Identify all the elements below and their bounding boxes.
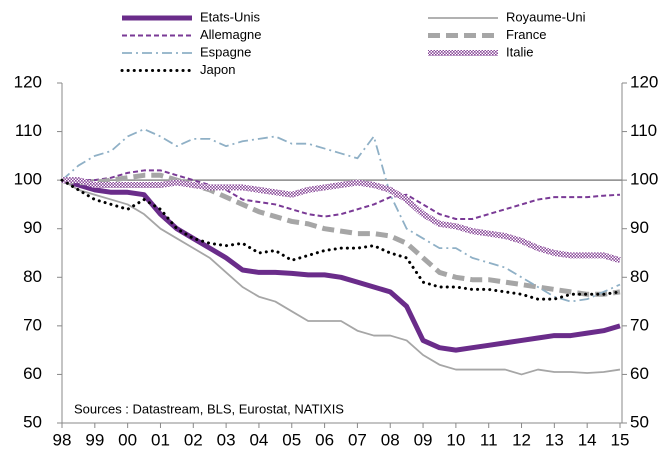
legend-label: Allemagne	[200, 27, 261, 42]
legend-label: France	[506, 27, 546, 42]
x-tick-label: 98	[53, 430, 72, 449]
x-tick-label: 99	[85, 430, 104, 449]
x-tick-label: 06	[315, 430, 334, 449]
y2-tick-label: 70	[630, 315, 649, 334]
legend-label: Espagne	[200, 44, 251, 59]
x-tick-label: 14	[578, 430, 597, 449]
series-line	[61, 179, 621, 376]
y-tick-label: 110	[15, 121, 42, 140]
legend-label: Royaume-Uni	[506, 9, 586, 24]
y2-tick-label: 90	[630, 218, 649, 237]
series-line	[61, 172, 621, 297]
legend-label: Japon	[200, 62, 235, 77]
y2-tick-label: 60	[630, 364, 649, 383]
y2-tick-label: 100	[630, 170, 658, 189]
x-tick-label: 11	[480, 430, 498, 449]
y2-tick-label: 50	[630, 412, 649, 431]
x-tick-label: 03	[217, 430, 236, 449]
y-tick-label: 90	[23, 218, 42, 237]
x-tick-label: 09	[414, 430, 433, 449]
y2-tick-label: 110	[630, 121, 657, 140]
y-tick-label: 60	[23, 364, 42, 383]
source-note: Sources : Datastream, BLS, Eurostat, NAT…	[74, 401, 344, 416]
y-tick-label: 120	[14, 72, 42, 91]
series-line	[61, 128, 621, 303]
series-line	[62, 177, 621, 264]
x-tick-label: 08	[381, 430, 400, 449]
y-tick-label: 50	[23, 412, 42, 431]
legend-label: Etats-Unis	[200, 9, 260, 24]
y-tick-label: 80	[23, 267, 42, 286]
x-tick-label: 15	[611, 430, 630, 449]
y2-tick-label: 120	[630, 72, 658, 91]
x-tick-label: 02	[184, 430, 203, 449]
x-tick-label: 13	[545, 430, 564, 449]
y-tick-label: 100	[14, 170, 42, 189]
x-tick-label: 12	[512, 430, 531, 449]
y2-tick-label: 80	[630, 267, 649, 286]
series-line	[60, 178, 622, 301]
x-tick-label: 07	[348, 430, 367, 449]
x-tick-label: 10	[446, 430, 465, 449]
x-tick-label: 05	[282, 430, 301, 449]
series-line	[61, 177, 621, 353]
y-tick-label: 70	[23, 315, 42, 334]
x-tick-label: 04	[249, 430, 268, 449]
x-tick-label: 01	[151, 430, 170, 449]
x-tick-label: 00	[118, 430, 137, 449]
legend-label: Italie	[506, 44, 533, 59]
